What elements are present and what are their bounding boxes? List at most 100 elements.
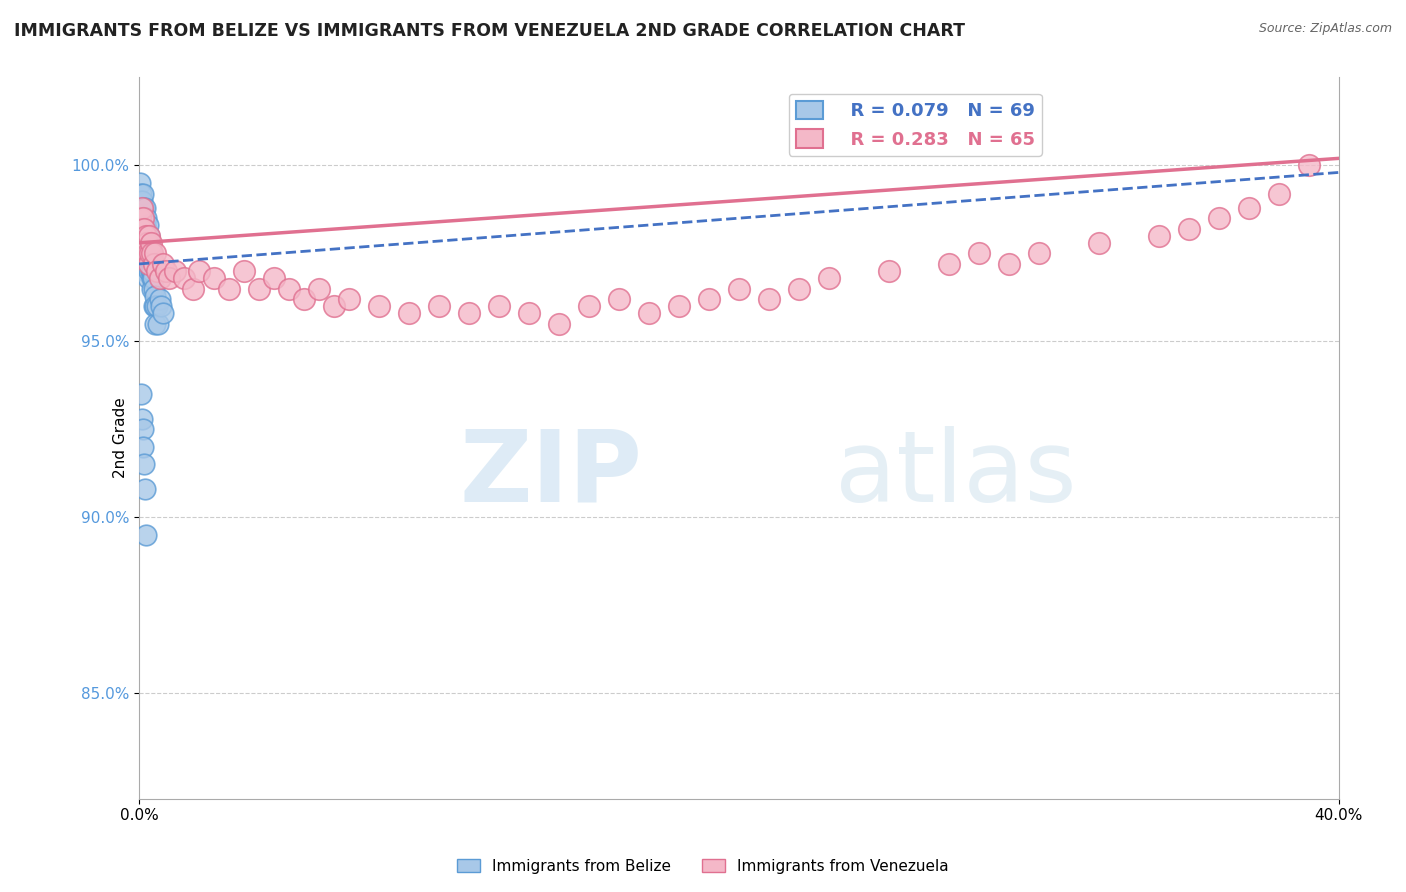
- Point: [131, 218, 153, 232]
- Point: [398, 306, 420, 320]
- Point: [938, 257, 960, 271]
- Point: [367, 299, 389, 313]
- Point: [337, 292, 360, 306]
- Legend: Immigrants from Belize, Immigrants from Venezuela: Immigrants from Belize, Immigrants from …: [451, 853, 955, 880]
- Point: [668, 299, 690, 313]
- Point: [145, 317, 167, 331]
- Point: [1177, 221, 1199, 235]
- Point: [131, 201, 153, 215]
- Point: [134, 458, 156, 472]
- Point: [136, 228, 159, 243]
- Point: [134, 482, 156, 496]
- Point: [138, 246, 160, 260]
- Point: [143, 281, 166, 295]
- Point: [132, 246, 155, 260]
- Point: [146, 299, 169, 313]
- Point: [1237, 201, 1260, 215]
- Point: [131, 387, 153, 401]
- Point: [131, 422, 153, 436]
- Point: [129, 211, 152, 226]
- Point: [232, 264, 254, 278]
- Point: [187, 264, 209, 278]
- Point: [135, 228, 157, 243]
- Point: [145, 299, 167, 313]
- Point: [129, 228, 152, 243]
- Point: [1267, 186, 1289, 201]
- Point: [135, 221, 157, 235]
- Point: [148, 317, 170, 331]
- Text: Source: ZipAtlas.com: Source: ZipAtlas.com: [1258, 22, 1392, 36]
- Point: [134, 246, 156, 260]
- Point: [132, 201, 155, 215]
- Text: ZIP: ZIP: [460, 425, 643, 523]
- Point: [131, 221, 153, 235]
- Point: [263, 271, 285, 285]
- Point: [136, 253, 159, 268]
- Point: [135, 228, 157, 243]
- Point: [134, 218, 156, 232]
- Point: [139, 246, 162, 260]
- Point: [139, 264, 162, 278]
- Point: [697, 292, 720, 306]
- Point: [202, 271, 225, 285]
- Point: [141, 246, 163, 260]
- Point: [547, 317, 569, 331]
- Point: [131, 411, 153, 425]
- Point: [131, 211, 153, 226]
- Point: [135, 528, 157, 542]
- Point: [132, 235, 155, 250]
- Text: atlas: atlas: [835, 425, 1077, 523]
- Point: [181, 281, 204, 295]
- Point: [136, 246, 159, 260]
- Point: [787, 281, 810, 295]
- Point: [149, 271, 172, 285]
- Point: [131, 201, 153, 215]
- Point: [134, 228, 156, 243]
- Point: [292, 292, 315, 306]
- Point: [457, 306, 479, 320]
- Point: [163, 264, 186, 278]
- Point: [145, 246, 167, 260]
- Point: [143, 299, 166, 313]
- Point: [149, 292, 172, 306]
- Point: [1208, 211, 1230, 226]
- Point: [131, 186, 153, 201]
- Point: [131, 204, 153, 219]
- Legend:   R = 0.079   N = 69,   R = 0.283   N = 65: R = 0.079 N = 69, R = 0.283 N = 65: [789, 94, 1042, 156]
- Point: [131, 221, 153, 235]
- Point: [322, 299, 344, 313]
- Point: [173, 271, 195, 285]
- Point: [997, 257, 1019, 271]
- Point: [146, 264, 169, 278]
- Point: [152, 257, 174, 271]
- Point: [141, 281, 163, 295]
- Point: [218, 281, 240, 295]
- Point: [578, 299, 600, 313]
- Point: [141, 264, 163, 278]
- Point: [150, 299, 173, 313]
- Point: [132, 186, 155, 201]
- Point: [135, 239, 157, 253]
- Point: [136, 218, 159, 232]
- Point: [138, 257, 160, 271]
- Point: [141, 271, 163, 285]
- Point: [277, 281, 299, 295]
- Point: [142, 271, 165, 285]
- Point: [136, 271, 159, 285]
- Point: [1028, 246, 1050, 260]
- Point: [134, 201, 156, 215]
- Point: [134, 235, 156, 250]
- Point: [139, 235, 162, 250]
- Point: [143, 257, 166, 271]
- Point: [136, 246, 159, 260]
- Point: [135, 246, 157, 260]
- Point: [1298, 158, 1320, 172]
- Point: [134, 253, 156, 268]
- Point: [132, 211, 155, 226]
- Point: [517, 306, 540, 320]
- Point: [131, 235, 153, 250]
- Point: [131, 221, 153, 235]
- Point: [1147, 228, 1170, 243]
- Point: [132, 440, 155, 454]
- Point: [138, 235, 160, 250]
